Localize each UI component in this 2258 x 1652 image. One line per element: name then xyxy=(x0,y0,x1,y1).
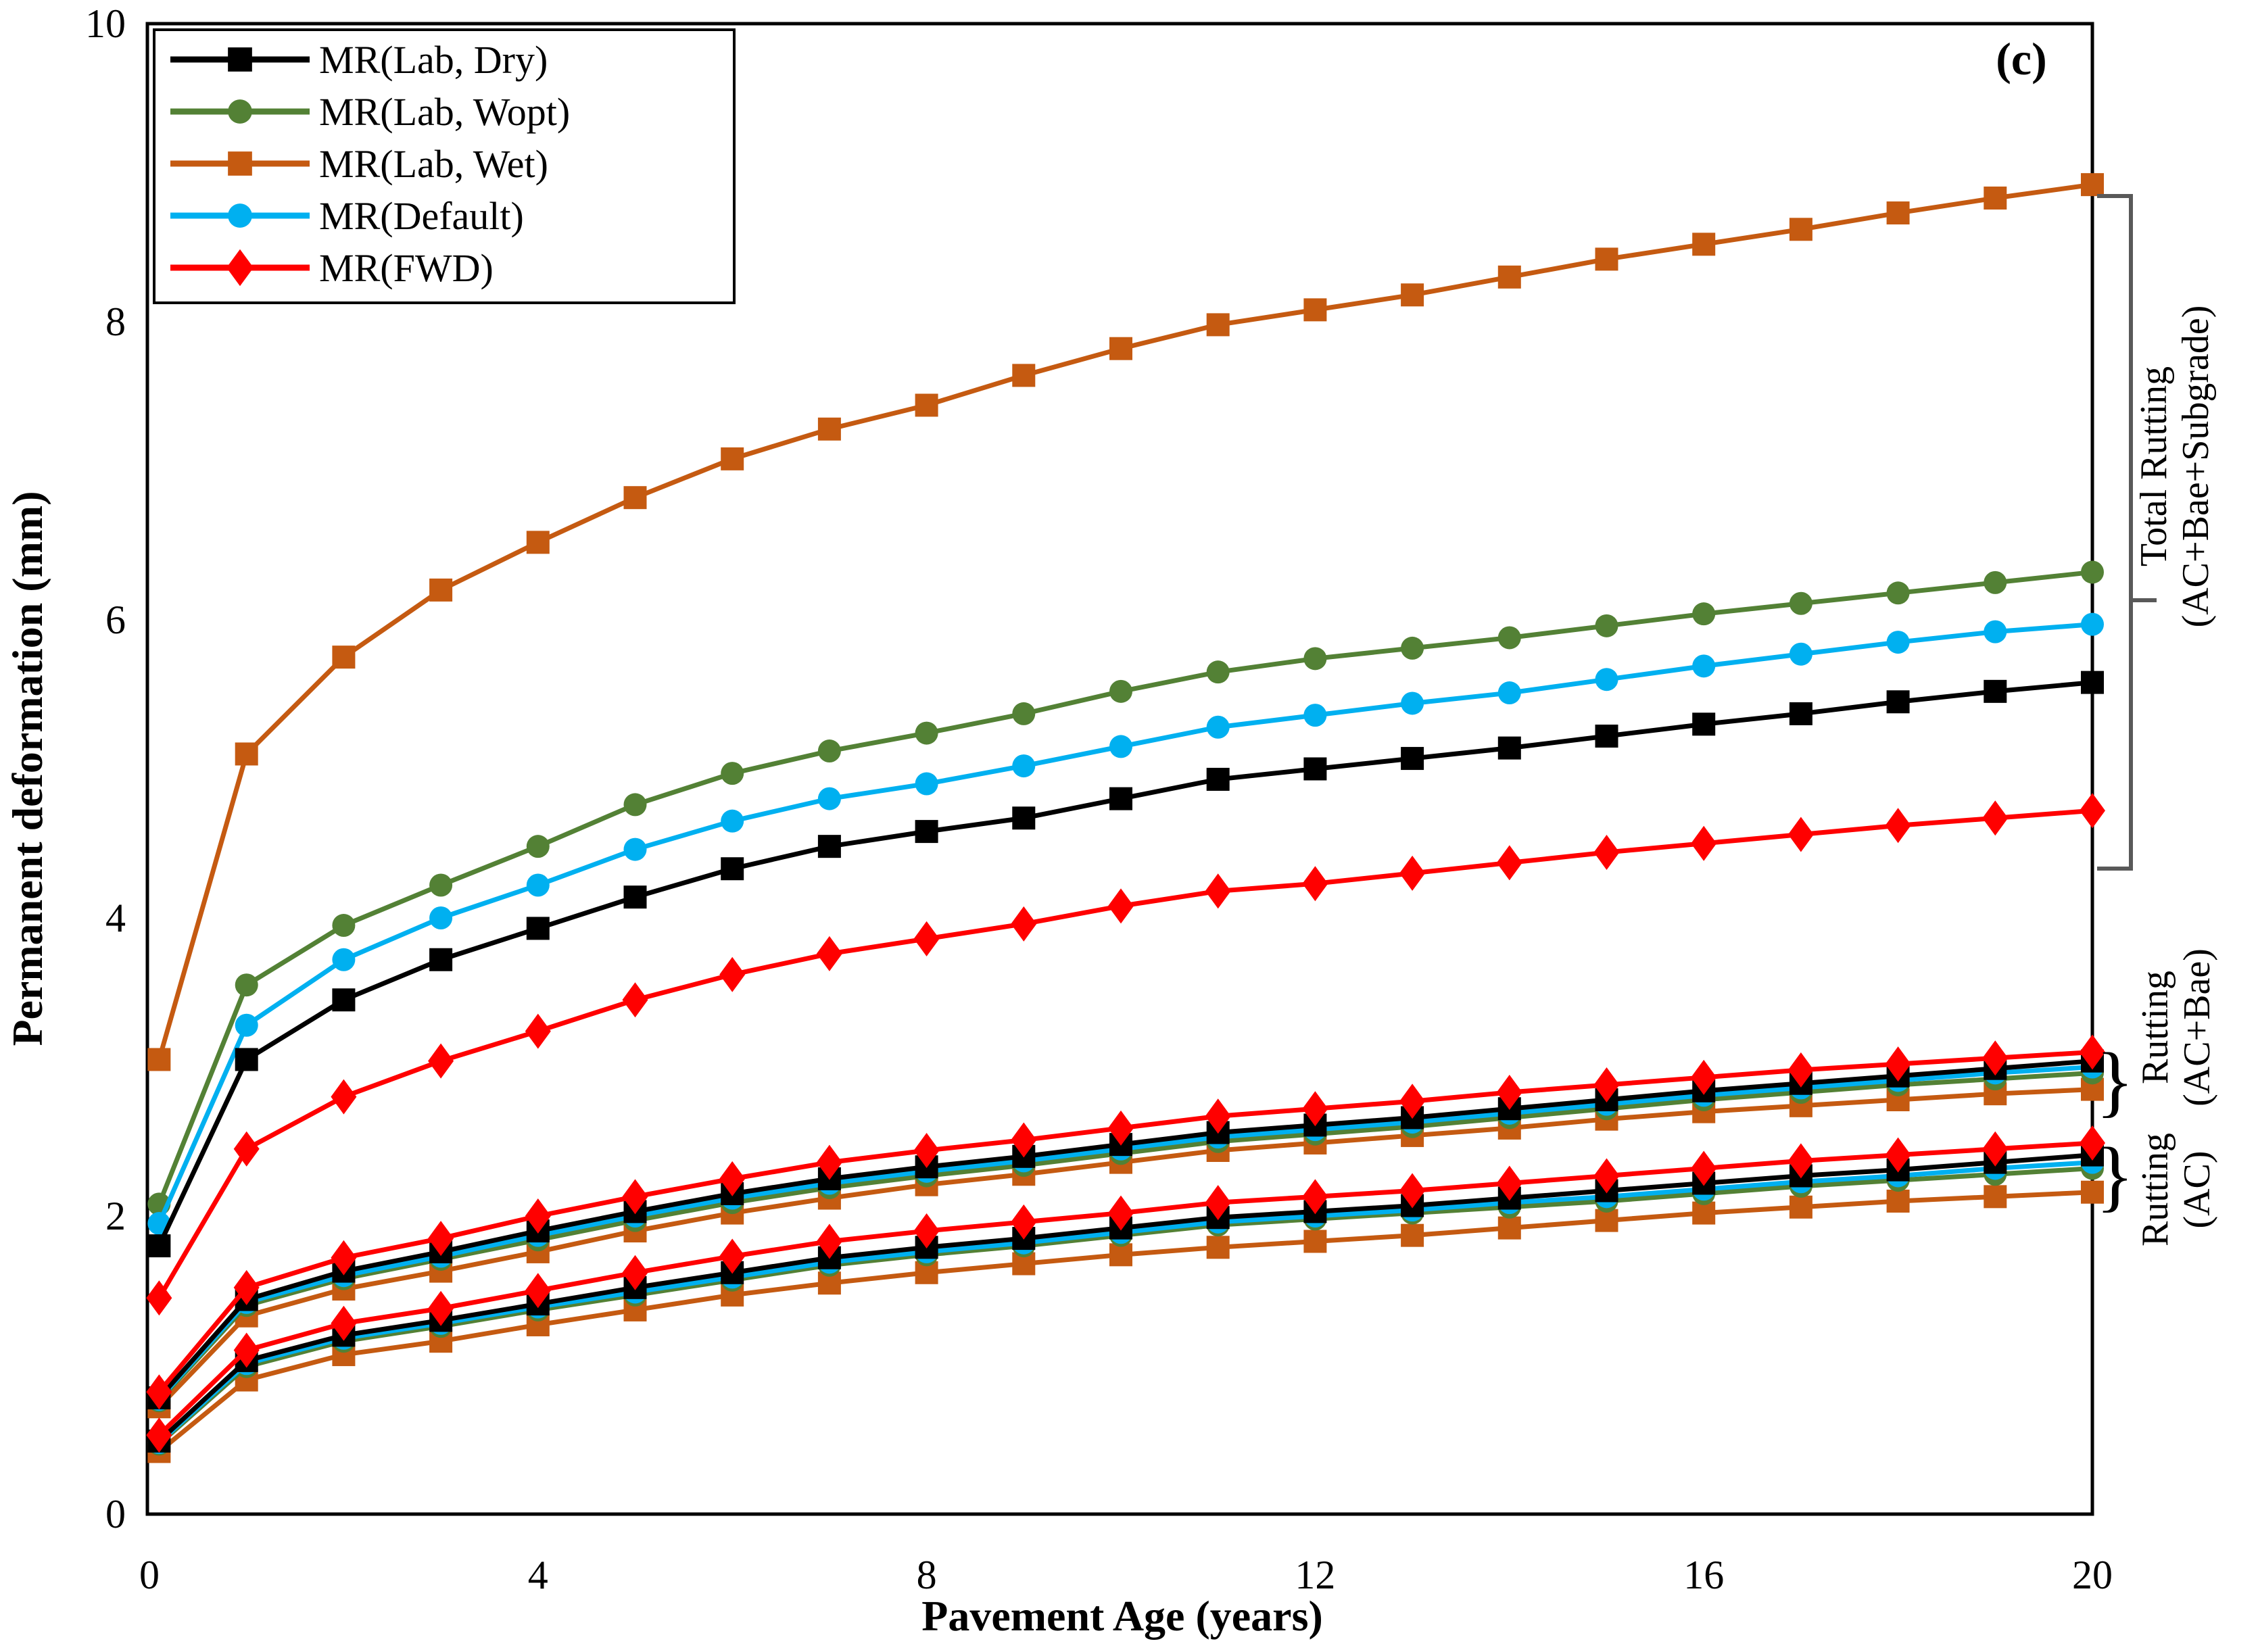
legend-item-label: MR(Lab, Wet) xyxy=(319,142,548,186)
y-axis-title: Permanent deformation (mm) xyxy=(3,491,51,1046)
svg-text:(AC): (AC) xyxy=(2176,1150,2218,1228)
legend: MR(Lab, Dry) MR(Lab, Wopt) MR(Lab, Wet) MR(… xyxy=(153,28,736,304)
series-lines xyxy=(146,173,2105,1463)
y-tick-label: 0 xyxy=(105,1492,126,1536)
ac-rutting-label: Rutting (AC) xyxy=(2134,1133,2218,1246)
svg-text:(AC+Bae): (AC+Bae) xyxy=(2176,948,2218,1107)
series-mr-fwd- xyxy=(146,793,2105,1316)
svg-text:Rutting: Rutting xyxy=(2134,1133,2176,1246)
svg-text:Rutting: Rutting xyxy=(2134,971,2176,1084)
legend-item-mr-lab-dry-: MR(Lab, Dry) xyxy=(170,38,548,82)
series-mr-fwd- xyxy=(146,1034,2105,1410)
y-axis-tick-labels: 0 2 4 6 8 10 xyxy=(85,1,126,1536)
legend-item-mr-lab-wet-: MR(Lab, Wet) xyxy=(170,142,548,186)
x-tick-label: 0 xyxy=(139,1553,160,1597)
y-tick-label: 8 xyxy=(105,299,126,344)
legend-item-mr-lab-wopt-: MR(Lab, Wopt) xyxy=(170,90,570,134)
x-tick-label: 16 xyxy=(1683,1553,1724,1597)
series-mr-lab-dry- xyxy=(147,671,2104,1258)
legend-item-mr-fwd-: MR(FWD) xyxy=(170,246,494,290)
legend-item-label: MR(Default) xyxy=(319,194,524,238)
total-rutting-bracket xyxy=(2097,194,2157,871)
legend-item-mr-default-: MR(Default) xyxy=(170,194,524,238)
x-tick-label: 4 xyxy=(528,1553,548,1597)
series-mr-lab-wet- xyxy=(147,1180,2104,1463)
svg-text:(AC+Bae+Subgrade): (AC+Bae+Subgrade) xyxy=(2175,306,2217,628)
x-tick-label: 20 xyxy=(2072,1553,2113,1597)
series-mr-fwd- xyxy=(146,1125,2105,1453)
svg-text:Total Rutting: Total Rutting xyxy=(2133,366,2175,566)
series-mr-lab-wet- xyxy=(147,173,2104,1071)
legend-item-label: MR(Lab, Dry) xyxy=(319,38,548,82)
x-axis-title: Pavement Age (years) xyxy=(921,1592,1323,1640)
y-tick-label: 2 xyxy=(105,1194,126,1238)
series-mr-default- xyxy=(147,612,2104,1236)
ac-base-rutting-label: Rutting (AC+Bae) xyxy=(2134,948,2218,1107)
legend-box xyxy=(153,28,736,304)
y-tick-label: 6 xyxy=(105,598,126,642)
plot-frame xyxy=(145,22,2094,1516)
series-mr-lab-wopt- xyxy=(147,560,2104,1216)
group-annotations: Total Rutting (AC+Bae+Subgrade)} Rutting (A… xyxy=(2096,194,2218,1246)
x-axis-tick-labels: 0 4 8 12 16 20 xyxy=(139,1553,2113,1597)
ac-base-brace: } xyxy=(2096,1036,2134,1125)
total-rutting-label: Total Rutting (AC+Bae+Subgrade) xyxy=(2133,306,2217,628)
y-tick-label: 10 xyxy=(85,1,126,46)
legend-item-label: MR(FWD) xyxy=(319,246,494,290)
legend-item-label: MR(Lab, Wopt) xyxy=(319,90,570,134)
x-tick-label: 8 xyxy=(917,1553,937,1597)
y-tick-label: 4 xyxy=(105,896,126,940)
ac-brace: } xyxy=(2096,1131,2134,1219)
panel-label: (c) xyxy=(1996,33,2046,84)
svg-text:Permanent deformation (mm): Permanent deformation (mm) xyxy=(3,491,51,1046)
x-tick-label: 12 xyxy=(1295,1553,1335,1597)
